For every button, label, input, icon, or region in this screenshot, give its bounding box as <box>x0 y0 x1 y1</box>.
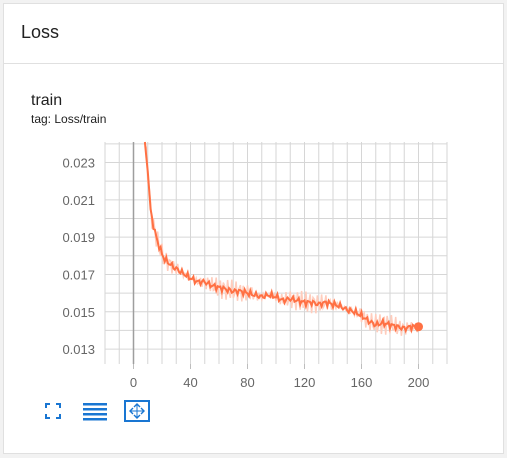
x-tick-label: 120 <box>294 375 316 390</box>
series-line <box>143 141 420 334</box>
y-tick-label: 0.023 <box>62 156 95 171</box>
chart-toolbar <box>40 400 166 422</box>
card-tag: tag: Loss/train <box>31 112 107 126</box>
fullscreen-icon <box>45 403 61 419</box>
x-tick-label: 0 <box>130 375 137 390</box>
scalar-section: Loss train tag: Loss/train 0.013 0.015 0.0… <box>3 3 504 454</box>
line-chart[interactable]: 0.013 0.015 0.017 0.019 0.021 0.023 0 40 80 120 16… <box>7 68 502 398</box>
y-tick-label: 0.013 <box>62 342 95 357</box>
toggle-log-scale-icon <box>83 403 107 421</box>
section-title: Loss <box>21 22 60 42</box>
y-tick-label: 0.019 <box>62 230 95 245</box>
raw-series-line <box>144 143 418 336</box>
series-end-marker <box>414 322 423 332</box>
y-tick-label: 0.021 <box>62 193 95 208</box>
toggle-log-scale-button[interactable] <box>82 400 108 422</box>
fit-domain-button[interactable] <box>124 400 150 422</box>
y-tick-label: 0.015 <box>62 305 95 320</box>
y-tick-label: 0.017 <box>62 267 95 282</box>
x-tick-label: 160 <box>351 375 373 390</box>
x-tick-label: 40 <box>183 375 197 390</box>
fit-domain-icon <box>124 400 150 422</box>
card-title: train <box>31 92 63 109</box>
section-header[interactable]: Loss <box>4 4 503 64</box>
x-tick-label: 200 <box>408 375 430 390</box>
fullscreen-button[interactable] <box>40 400 66 422</box>
chart-card: train tag: Loss/train 0.013 0.015 0.017 0.0… <box>7 68 502 451</box>
x-tick-label: 80 <box>240 375 254 390</box>
